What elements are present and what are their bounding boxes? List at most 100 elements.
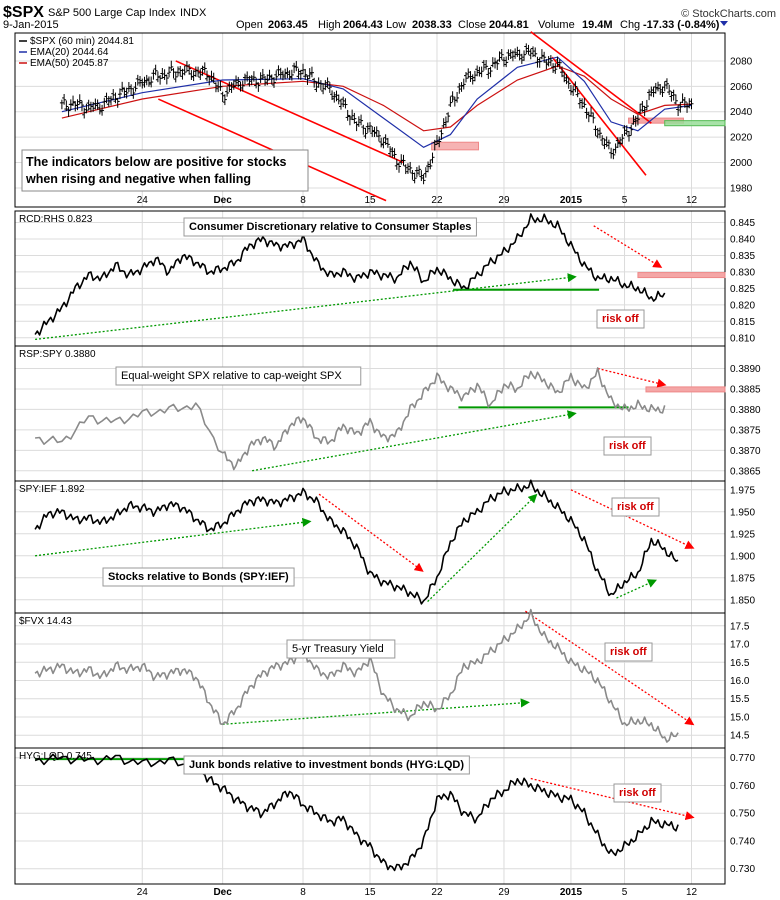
series-line: [34, 213, 666, 336]
panel-annotation: Junk bonds relative to investment bonds …: [189, 759, 464, 771]
ohlc-bar: [678, 101, 683, 113]
low-label: Low: [386, 19, 406, 31]
dropdown-arrow-icon[interactable]: [720, 21, 728, 26]
ohlc-bar: [626, 130, 631, 142]
ohlc-bar: [318, 80, 323, 91]
ohlc-bar: [423, 167, 428, 178]
ohlc-bar: [345, 109, 350, 121]
ohlc-bar: [327, 82, 332, 93]
ohlc-bar: [593, 125, 598, 136]
ohlc-bar: [307, 68, 312, 79]
ohlc-bar: [448, 96, 453, 107]
ohlc-bar: [517, 49, 522, 61]
ohlc-bar: [202, 62, 207, 73]
ohlc-bar: [146, 76, 151, 87]
ohlc-bar: [325, 77, 330, 88]
ohlc-bar: [218, 80, 223, 91]
ohlc-bar: [363, 127, 368, 139]
ohlc-bar: [515, 46, 520, 57]
ohlc-bar: [200, 65, 205, 76]
ohlc-bar: [66, 106, 71, 117]
ohlc-bar: [647, 89, 652, 101]
ohlc-bar: [263, 75, 268, 86]
ohlc-bar: [388, 146, 393, 157]
ohlc-bar: [555, 56, 560, 68]
ohlc-bar: [513, 48, 518, 59]
ohlc-bar: [309, 66, 314, 78]
risk-off-label: risk off: [619, 787, 656, 799]
ohlc-bar: [537, 57, 542, 68]
ohlc-bar: [504, 56, 509, 68]
legend-entry: EMA(20) 2044.64: [30, 47, 109, 58]
ohlc-bar: [604, 136, 609, 148]
ohlc-bar: [131, 88, 136, 99]
ohlc-bar: [522, 50, 527, 61]
ohlc-bar: [305, 75, 310, 85]
ohlc-bar: [86, 99, 91, 111]
ohlc-bar: [497, 51, 502, 62]
panel-annotation-box: [115, 366, 362, 386]
ohlc-bar: [472, 70, 477, 82]
ohlc-bar: [187, 64, 192, 75]
ohlc-bar: [662, 81, 667, 92]
ohlc-bar: [374, 126, 379, 137]
ohlc-bar: [158, 75, 163, 85]
ohlc-bar: [481, 59, 486, 71]
ohlc-bar: [412, 172, 417, 184]
ohlc-bar: [635, 114, 640, 126]
exchange-label: INDX: [180, 7, 207, 19]
ohlc-bar: [151, 69, 156, 80]
x-tick-label: 15: [364, 887, 376, 898]
ohlc-bar: [479, 66, 484, 78]
y-tick-label: 0.815: [730, 317, 755, 328]
ohlc-bar: [475, 65, 480, 77]
ohlc-bar: [464, 72, 469, 83]
ohlc-bar: [106, 96, 111, 107]
ohlc-bar: [234, 75, 239, 87]
ohlc-bar: [477, 66, 482, 77]
ohlc-bar: [441, 118, 446, 129]
y-tick-label: 1.850: [730, 595, 755, 606]
ohlc-bar: [321, 83, 326, 95]
ohlc-bar: [289, 69, 294, 81]
indicator-note: The indicators below are positive for st…: [21, 149, 309, 192]
down-trend-arrow: [530, 777, 695, 821]
y-tick-label: 1.875: [730, 573, 755, 584]
ohlc-bar: [580, 98, 585, 109]
ohlc-bar: [542, 51, 547, 63]
ohlc-bar: [633, 115, 638, 127]
ohlc-bar: [421, 174, 426, 185]
ohlc-bar: [649, 86, 654, 97]
panel-legend: RCD:RHS 0.823: [19, 214, 93, 225]
ohlc-bar: [370, 126, 375, 137]
ohlc-bar: [459, 82, 464, 92]
panel-annotation-box: [286, 639, 396, 659]
ohlc-summary: Open 2063.45 High 2064.43 Low 2038.33 Cl…: [236, 19, 728, 31]
ohlc-bar: [301, 63, 306, 75]
ohlc-bar: [644, 99, 649, 111]
ohlc-bar: [138, 76, 143, 87]
ohlc-bar: [493, 57, 498, 69]
ohlc-bar: [403, 164, 408, 175]
ohlc-bar: [227, 81, 232, 93]
ohlc-bar: [622, 125, 627, 136]
ohlc-bar: [667, 84, 672, 96]
ohlc-bar: [470, 74, 475, 85]
ohlc-bar: [93, 98, 98, 110]
ohlc-bar: [265, 74, 270, 86]
panel-legend: RSP:SPY 0.3880: [19, 349, 96, 360]
ohlc-bar: [548, 55, 553, 66]
ohlc-bar: [613, 143, 618, 154]
x-tick-label: 29: [498, 887, 510, 898]
x-tick-label: 5: [622, 887, 628, 898]
y-tick-label: 16.0: [730, 676, 750, 687]
ohlc-bar: [446, 112, 451, 123]
ohlc-bar: [287, 70, 292, 81]
ohlc-bar: [167, 66, 172, 78]
ohlc-bar: [591, 112, 596, 124]
ohlc-bar: [149, 76, 154, 88]
ohlc-bar: [258, 72, 263, 83]
ohlc-bar: [426, 161, 431, 173]
risk-off-label: risk off: [609, 440, 646, 452]
ohlc-bar: [564, 74, 569, 85]
